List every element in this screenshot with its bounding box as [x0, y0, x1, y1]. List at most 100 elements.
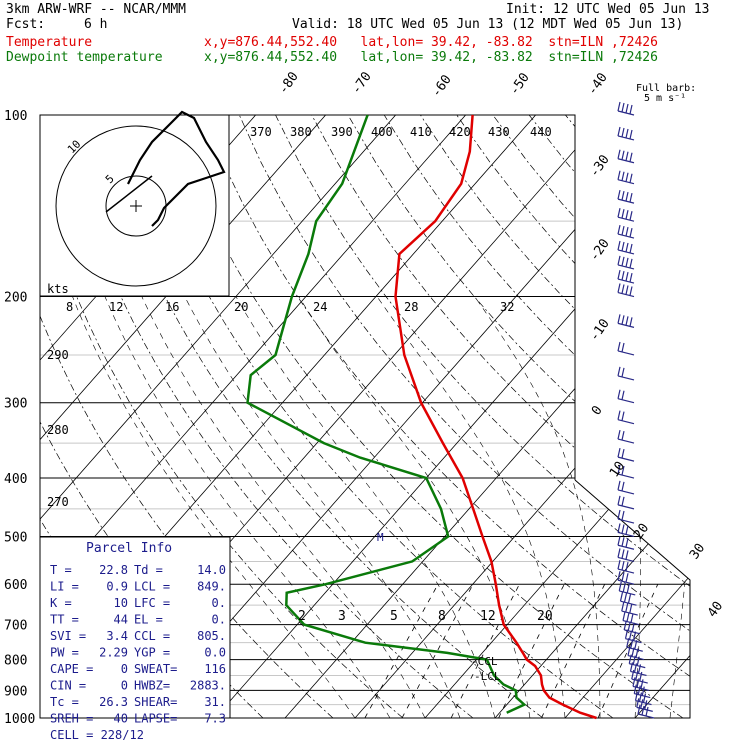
isotherm-label: -70	[349, 69, 375, 97]
wind-barb-tick	[621, 342, 625, 353]
header-init: Init: 12 UTC Wed 05 Jun 13	[506, 2, 710, 17]
speed-scale-label: 28	[404, 300, 418, 314]
wind-barb-tick	[622, 582, 626, 593]
wind-barb-tick	[621, 601, 625, 612]
parcel-info-box: Parcel Info T = 22.8 Td = 14.0 LI = 0.9 LCL = 84…	[39, 536, 231, 740]
moist-adiabat	[141, 296, 426, 718]
barb-note-line2: 5 m s⁻¹	[644, 93, 687, 104]
wind-barb-tick	[617, 283, 621, 293]
wind-barb-tick	[624, 629, 629, 639]
isotherm-label: -30	[587, 152, 613, 180]
wind-barb-staff	[617, 438, 635, 444]
wind-barb-tick	[625, 271, 629, 282]
hodograph-ring-outer	[55, 125, 217, 287]
wind-barb-staff	[617, 350, 635, 356]
wind-barb-tick	[621, 241, 625, 252]
wind-barb-tick	[639, 671, 643, 682]
isotherm	[494, 115, 690, 718]
wind-barb-tick	[625, 172, 629, 182]
wind-barb-tick	[617, 559, 621, 570]
dry-adiabat	[637, 115, 690, 718]
wind-barb-tick	[621, 510, 625, 521]
wind-barb-tick	[617, 523, 621, 533]
moist-adiabat	[104, 296, 391, 718]
wind-barb-tick	[621, 225, 625, 236]
parcel-value: 849.	[197, 580, 226, 594]
wind-barb-tick	[621, 256, 625, 267]
isotherm-label: -20	[587, 236, 613, 264]
theta-label: 380	[290, 125, 312, 139]
parcel-value: 0	[121, 662, 128, 676]
parcel-label: HWBZ=	[134, 679, 170, 693]
mixing-ratio-label: 12	[480, 609, 496, 624]
parcel-value: 2883.	[190, 679, 226, 693]
parcel-label: SVI =	[50, 629, 86, 643]
wind-barb-tick	[637, 685, 641, 695]
wind-barb-tick	[625, 210, 629, 220]
wind-barb-tick	[617, 101, 621, 112]
wind-barb-tick	[621, 190, 625, 201]
parcel-value: 116	[204, 662, 226, 676]
wind-barb-tick	[617, 480, 621, 491]
wind-barb-tick	[625, 573, 629, 583]
plot-frame	[39, 115, 691, 719]
wind-barb-tick	[623, 620, 627, 630]
parcel-label: Tc =	[50, 695, 79, 709]
theta-label: 430	[488, 125, 510, 139]
wind-barb-tick	[617, 314, 621, 324]
dry-adiabat	[202, 115, 690, 718]
wind-barb-tick	[629, 192, 633, 203]
wind-barb-tick	[629, 286, 633, 296]
wind-barb-staff	[617, 518, 635, 524]
isotherm	[40, 115, 326, 718]
isotherm	[705, 115, 740, 718]
moist-adiabat	[669, 296, 690, 718]
dry-adiabat	[347, 115, 690, 718]
pressure-label-200: 200	[4, 291, 27, 306]
wind-barb-tick	[621, 481, 625, 492]
wind-barb-tick	[621, 209, 625, 219]
wind-barb-tick	[636, 698, 640, 708]
hodograph-trace	[127, 110, 226, 227]
theta-label: 370	[250, 125, 272, 139]
wind-barb-tick	[621, 430, 625, 441]
legend-temperature-location: x,y=876.44,552.40 lat,lon= 39.42, -83.82…	[204, 35, 658, 50]
isotherm	[40, 115, 466, 718]
wind-barb-tick	[617, 240, 621, 251]
wind-barbs	[617, 101, 655, 719]
parcel-label: SREH =	[50, 712, 93, 726]
wind-barb-tick	[617, 410, 621, 420]
wind-barb-tick	[625, 538, 629, 548]
wind-barb-tick	[621, 560, 625, 571]
wind-barb-tick	[631, 622, 635, 632]
wind-barb-tick	[628, 630, 633, 640]
wind-barb-tick	[629, 227, 633, 238]
isotherm-label: -80	[276, 69, 302, 97]
pressure-label-100: 100	[4, 109, 27, 124]
dry-adiabat	[57, 115, 474, 718]
wind-barb-tick	[621, 127, 625, 138]
speed-scale-label: 16	[165, 300, 179, 314]
wind-barb-tick	[621, 572, 625, 582]
wind-barb-tick	[621, 496, 625, 507]
parcel-label: PW =	[50, 646, 79, 660]
pressure-label-300: 300	[4, 397, 27, 412]
wind-barb-tick	[623, 593, 628, 603]
wind-barb-tick	[625, 242, 629, 253]
wind-barb-tick	[617, 208, 621, 218]
wind-barb-tick	[621, 537, 625, 547]
isotherm	[214, 115, 690, 718]
dry-adiabat	[492, 115, 690, 718]
parcel-label: TT =	[50, 613, 79, 627]
isotherm-label: 30	[687, 541, 708, 562]
wind-barb-tick	[636, 678, 640, 688]
mixing-ratio-line	[450, 584, 520, 718]
parcel-value: 7.3	[204, 712, 226, 726]
dry-adiabat	[565, 115, 690, 718]
wind-barb-tick	[629, 272, 633, 283]
wind-barb-tick	[629, 211, 633, 221]
parcel-label: LAPSE=	[134, 712, 177, 726]
parcel-value: 0.	[212, 596, 226, 610]
